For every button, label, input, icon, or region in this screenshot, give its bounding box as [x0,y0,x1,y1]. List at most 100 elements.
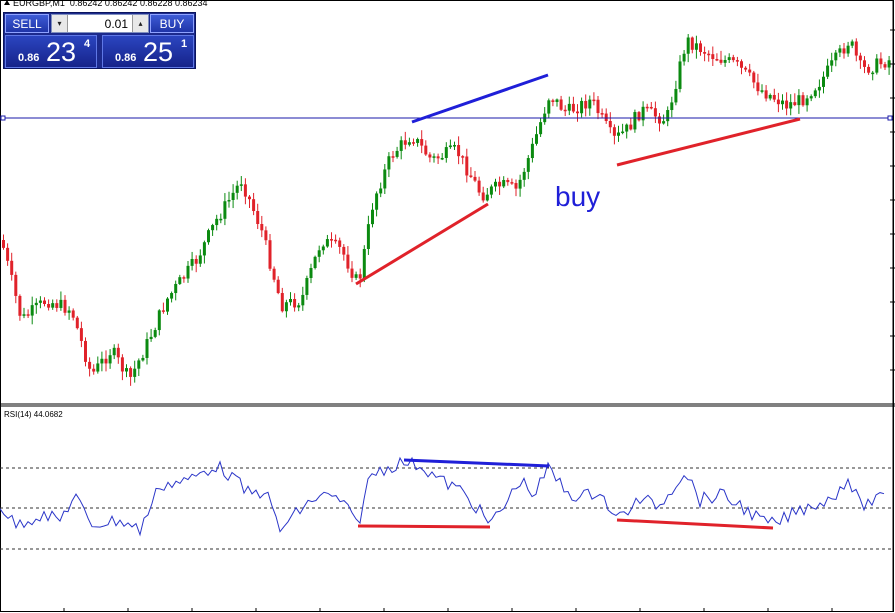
candles-layer [2,34,891,386]
sell-button[interactable]: SELL [5,14,49,33]
candle-body [489,186,493,195]
candle-body [715,59,719,61]
candle-body [194,258,198,264]
candle-body [330,239,333,241]
candle-body [211,225,215,231]
candle-body [453,145,456,147]
candle-body [731,57,735,61]
candle-body [703,52,707,54]
candle-body [301,294,305,306]
candle-body [366,224,370,249]
candle-body [174,283,178,294]
candle-body [227,199,231,202]
lot-size-input[interactable] [68,15,132,32]
candle-body [297,305,301,308]
trendline-blue-top[interactable] [411,73,549,124]
candle-body [38,300,42,303]
candle-body [469,175,473,177]
candle-body [264,230,268,241]
candle-body [407,142,411,145]
price-level-handle-left[interactable] [0,115,6,121]
buy-annotation-text[interactable]: buy [555,181,601,212]
candle-body [457,145,461,157]
candle-body [223,201,227,219]
candle-body [157,310,161,331]
candle-body [325,239,329,247]
candle-body [375,193,379,210]
trendline-red-1[interactable] [355,202,489,286]
candle-body [268,240,272,269]
candle-body [826,65,830,77]
sell-price-big: 23 [46,37,77,67]
candle-body [596,99,600,114]
buy-button[interactable]: BUY [150,14,194,33]
candle-body [637,112,641,121]
candle-body [547,100,551,114]
candle-body [740,61,743,68]
candle-body [96,363,100,372]
candle-body [133,368,137,377]
candle-body [260,224,264,231]
sell-price-prefix: 0.86 [18,52,40,64]
candle-body [120,357,124,372]
candle-body [580,100,584,114]
candle-body [834,52,838,61]
candle-body [694,43,698,50]
sell-price-button[interactable]: 0.86 23 4 [5,35,97,68]
lot-decrease-button[interactable]: ▾ [52,15,68,32]
candle-body [530,143,534,159]
candle-body [43,300,46,305]
candle-body [735,60,739,62]
candle-body [198,255,202,264]
candle-body [2,240,5,248]
candle-body [305,277,309,295]
candle-body [125,368,128,372]
rsi-trendline-blue[interactable] [403,458,550,468]
sell-price-sup: 4 [84,38,91,50]
candle-body [723,60,727,63]
rsi-trendline-red-1[interactable] [357,524,491,529]
candle-body [641,106,645,121]
price-level-handle-right[interactable] [887,115,893,121]
candle-body [801,95,805,106]
candle-body [55,303,59,308]
candle-body [75,317,79,329]
buy-price-button[interactable]: 0.86 25 1 [102,35,194,68]
candle-body [235,185,239,193]
candle-body [10,260,14,275]
candle-body [863,60,866,67]
candle-body [653,108,657,117]
candle-body [18,295,22,316]
candle-body [100,358,104,364]
candle-body [625,124,629,132]
candle-body [51,303,55,308]
buy-price-sup: 1 [181,38,188,50]
candle-body [592,99,596,102]
lot-increase-button[interactable]: ▴ [132,15,148,32]
candle-body [440,157,444,160]
candle-body [604,113,608,121]
candle-body [563,109,567,112]
candle-body [494,181,497,187]
trendline-red-2[interactable] [616,117,801,167]
candle-body [600,113,604,115]
candle-body [551,100,555,102]
triangle-up-icon [4,0,10,5]
candle-body [387,156,391,170]
candle-body [584,100,588,109]
candle-body [280,293,284,312]
candle-body [776,99,780,105]
candle-body [161,310,165,312]
price-axis-ticks [890,29,895,371]
candle-body [243,184,247,197]
rsi-trendline-red-2[interactable] [616,518,774,530]
candle-body [141,357,145,361]
candle-body [662,121,666,124]
candle-body [252,199,256,212]
candle-body [47,304,51,308]
candle-body [379,188,383,194]
candle-body [284,302,288,312]
candle-body [59,299,63,308]
candle-body [338,240,342,247]
